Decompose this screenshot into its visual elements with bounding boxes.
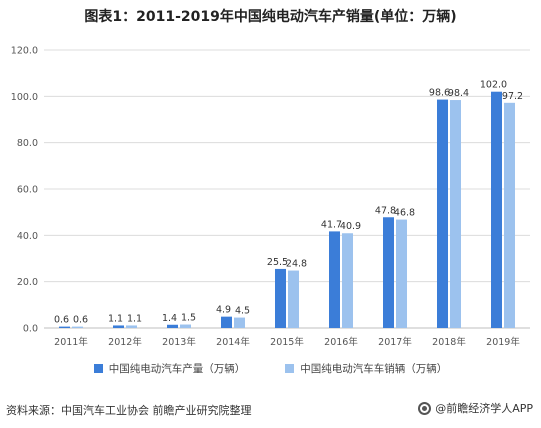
x-tick-label: 2012年	[108, 336, 142, 348]
source-note: 资料来源：中国汽车工业协会 前瞻产业研究院整理	[6, 404, 252, 417]
app-credit: @前瞻经济学人APP	[418, 400, 533, 416]
data-label-production: 1.4	[162, 313, 177, 324]
chart-title: 图表1：2011-2019年中国纯电动汽车产销量(单位：万辆)	[84, 9, 457, 25]
bar-sales	[180, 324, 191, 328]
x-tick-label: 2013年	[162, 336, 196, 348]
bar-sales	[288, 270, 299, 328]
data-label-sales: 40.9	[340, 221, 361, 232]
data-label-sales: 46.8	[394, 208, 415, 219]
x-tick-label: 2011年	[54, 336, 88, 348]
bar-sales	[396, 219, 407, 328]
x-tick-label: 2017年	[378, 336, 412, 348]
bar-production	[59, 326, 70, 328]
legend-swatch-production	[93, 364, 103, 373]
data-label-production: 1.1	[108, 313, 123, 324]
x-tick-label: 2018年	[432, 336, 466, 348]
bar-production	[221, 316, 232, 328]
y-tick-label: 40.0	[17, 231, 38, 242]
data-label-production: 102.0	[480, 80, 507, 91]
y-tick-label: 60.0	[17, 185, 38, 196]
app-label: @前瞻经济学人APP	[435, 402, 533, 415]
legend-item-sales: 中国纯电动汽车车销辆（万辆）	[285, 361, 447, 376]
bar-sales	[342, 233, 353, 328]
legend-label-sales: 中国纯电动汽车车销辆（万辆）	[300, 363, 448, 375]
data-label-production: 4.9	[216, 305, 231, 316]
y-tick-label: 100.0	[11, 92, 38, 103]
x-tick-label: 2014年	[216, 336, 250, 348]
bar-sales	[450, 100, 461, 328]
bar-production	[329, 231, 340, 328]
data-label-production: 41.7	[321, 219, 342, 230]
y-tick-label: 80.0	[17, 138, 38, 149]
bar-production	[113, 325, 124, 328]
bar-production	[275, 268, 286, 328]
data-label-sales: 98.4	[448, 88, 469, 99]
data-label-production: 0.6	[54, 315, 69, 326]
legend-swatch-sales	[285, 364, 295, 373]
data-label-production: 98.6	[429, 88, 450, 99]
bar-production	[383, 217, 394, 328]
data-label-production: 25.5	[267, 257, 288, 268]
data-label-sales: 1.1	[127, 313, 142, 324]
x-tick-label: 2015年	[270, 336, 304, 348]
bar-production	[437, 99, 448, 329]
y-tick-label: 0.0	[23, 324, 38, 335]
legend-item-production: 中国纯电动汽车产量（万辆）	[93, 361, 246, 376]
data-label-production: 47.8	[375, 205, 396, 216]
data-label-sales: 1.5	[181, 313, 196, 324]
data-label-sales: 0.6	[73, 315, 88, 326]
x-tick-label: 2019年	[486, 336, 520, 348]
bar-sales	[234, 317, 245, 328]
x-tick-label: 2016年	[324, 336, 358, 348]
y-tick-label: 120.0	[11, 46, 38, 57]
data-label-sales: 4.5	[235, 306, 250, 317]
data-label-sales: 24.8	[286, 259, 307, 270]
bar-production	[167, 324, 178, 328]
y-tick-label: 20.0	[17, 277, 38, 288]
bar-sales	[126, 325, 137, 328]
bar-sales	[72, 326, 83, 328]
bar-production	[491, 91, 502, 328]
chart-legend: 中国纯电动汽车产量（万辆） 中国纯电动汽车车销辆（万辆）	[0, 361, 541, 376]
app-logo-icon	[418, 401, 432, 415]
data-label-sales: 97.2	[502, 91, 523, 102]
bar-sales	[504, 102, 515, 328]
legend-label-production: 中国纯电动汽车产量（万辆）	[108, 363, 246, 375]
